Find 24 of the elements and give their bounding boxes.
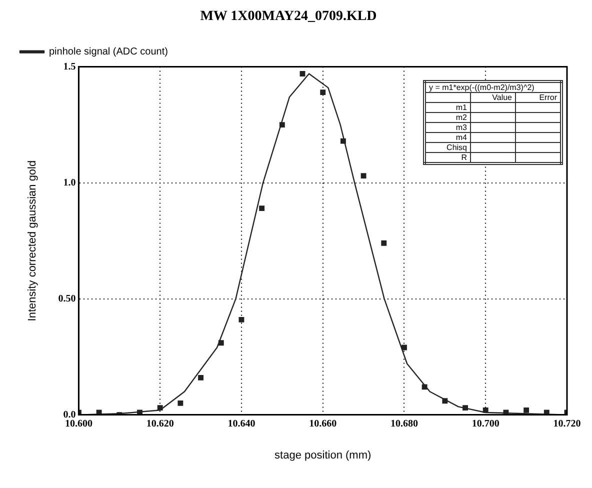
annotation: m2 (424, 112, 470, 122)
annotation: y = m1*exp(-((m0-m2)/m3)^2) (424, 82, 562, 92)
x-tick-label: 10.600 (64, 418, 92, 430)
annotation: m1 (424, 102, 470, 112)
y-tick-label: 1.0 (63, 177, 76, 188)
legend-label: pinhole signal (ADC count) (49, 46, 168, 58)
y-tick-label: 1.5 (63, 61, 76, 72)
annotation: m4 (424, 132, 470, 142)
x-tick-label: 10.700 (472, 418, 500, 430)
x-tick-label: 10.640 (228, 418, 256, 430)
y-tick-label: 0.50 (58, 293, 76, 304)
x-tick-label: 10.620 (146, 418, 174, 430)
annotation: Error (516, 92, 562, 102)
chart-title: MW 1X00MAY24_0709.KLD (200, 9, 377, 24)
x-tick-label: 10.660 (309, 418, 337, 430)
annotation: R (424, 152, 470, 164)
x-tick-label: 10.720 (553, 418, 581, 430)
y-axis-title: Intensity corrected gaussian gold (26, 160, 39, 322)
annotation: m3 (424, 122, 470, 132)
x-tick-label: 10.680 (390, 418, 418, 430)
x-axis-title: stage position (mm) (274, 449, 372, 462)
annotation: Value (470, 92, 516, 102)
annotation: Chisq (424, 142, 470, 152)
y-tick-label: 0.0 (63, 409, 76, 420)
